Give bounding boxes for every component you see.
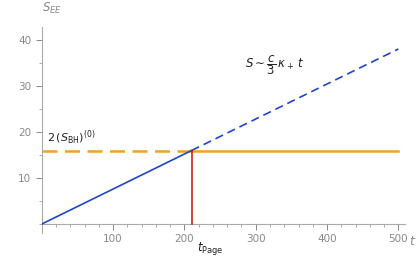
Text: $t_{\rm Page}$: $t_{\rm Page}$	[197, 240, 224, 257]
Text: $t$: $t$	[409, 235, 416, 248]
Text: $S_{EE}$: $S_{EE}$	[42, 1, 62, 16]
Text: $2\,(S_{\rm BH})^{(0)}$: $2\,(S_{\rm BH})^{(0)}$	[47, 129, 95, 147]
Text: $S{\sim}\dfrac{c}{3}\,\kappa_+\,t$: $S{\sim}\dfrac{c}{3}\,\kappa_+\,t$	[245, 54, 304, 77]
